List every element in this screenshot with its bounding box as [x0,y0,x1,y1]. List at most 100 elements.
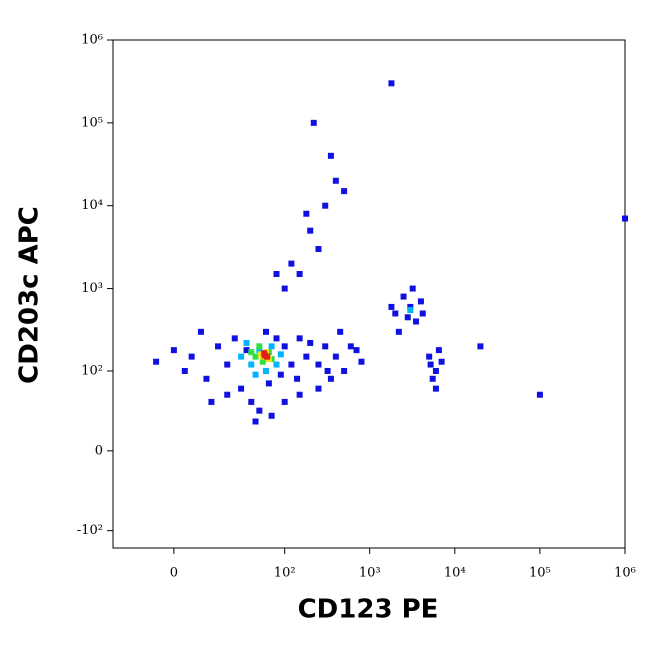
data-point [252,353,259,360]
x-tick-label: 10² [274,566,296,581]
data-point [296,391,303,398]
data-point [417,298,424,305]
data-point [277,351,284,358]
data-point [392,310,399,317]
data-point [281,343,288,350]
x-tick-label: 10⁴ [444,566,466,581]
x-tick-label: 10⁶ [614,566,636,581]
data-point [257,351,264,358]
data-point [294,375,301,382]
data-point [427,361,434,368]
data-point [248,361,255,368]
data-point [281,285,288,292]
data-point [288,361,295,368]
data-point [432,367,439,374]
data-point [400,293,407,300]
data-point [327,152,334,159]
data-point [315,246,322,253]
data-point [181,367,188,374]
data-point [188,353,195,360]
data-point [347,343,354,350]
data-point [315,361,322,368]
data-point [265,380,272,387]
y-tick-label: 10³ [81,281,103,296]
data-point [277,371,284,378]
data-point [477,343,484,350]
data-point [395,328,402,335]
data-point [419,310,426,317]
y-tick-label: 0 [95,443,103,458]
x-tick-label: 10⁵ [529,566,551,581]
plot-frame [112,39,626,549]
y-axis-label: CD203c APC [15,206,45,384]
data-point [341,367,348,374]
data-point [252,418,259,425]
data-point [259,358,266,365]
data-point [307,227,314,234]
data-point [332,177,339,184]
data-point [310,119,317,126]
data-point [153,358,160,365]
data-point [358,358,365,365]
data-point [268,412,275,419]
data-point [322,202,329,209]
data-point [231,335,238,342]
data-point [224,361,231,368]
data-point [238,385,245,392]
data-point [224,391,231,398]
data-point [252,371,259,378]
data-point [303,353,310,360]
data-point [281,398,288,405]
data-point [197,328,204,335]
data-point [327,375,334,382]
data-point [203,375,210,382]
data-point [273,335,280,342]
data-point [296,270,303,277]
x-tick-label: 0 [170,566,178,581]
data-point [324,367,331,374]
data-point [435,347,442,354]
data-point [215,343,222,350]
data-point [248,398,255,405]
data-point [261,350,268,357]
data-point [273,270,280,277]
data-point [268,343,275,350]
data-point [322,343,329,350]
data-point [307,339,314,346]
y-tick-label: 10⁵ [81,115,103,130]
data-point [264,353,271,360]
data-point [238,353,245,360]
data-point [438,358,445,365]
data-point [429,375,436,382]
data-point [288,260,295,267]
data-point [262,367,269,374]
x-axis-label: CD123 PE [298,595,439,625]
data-point [332,353,339,360]
data-point [412,318,419,325]
data-point [256,347,263,354]
data-point [353,347,360,354]
y-tick-label: 10⁴ [81,198,103,213]
data-point [388,80,395,87]
data-point [432,385,439,392]
data-point [248,349,255,356]
data-point [243,347,250,354]
x-tick-label: 10³ [359,566,381,581]
data-point [337,328,344,335]
data-point [208,398,215,405]
data-point [262,328,269,335]
data-point [256,343,263,350]
data-point [622,215,628,222]
data-point [303,210,310,217]
data-point [256,407,263,414]
data-point [388,303,395,310]
data-point [407,307,414,314]
data-point [426,353,433,360]
y-tick-label: -10² [77,523,103,538]
data-point [409,285,416,292]
data-point [315,385,322,392]
data-point [170,347,177,354]
data-point [296,335,303,342]
data-point [273,361,280,368]
